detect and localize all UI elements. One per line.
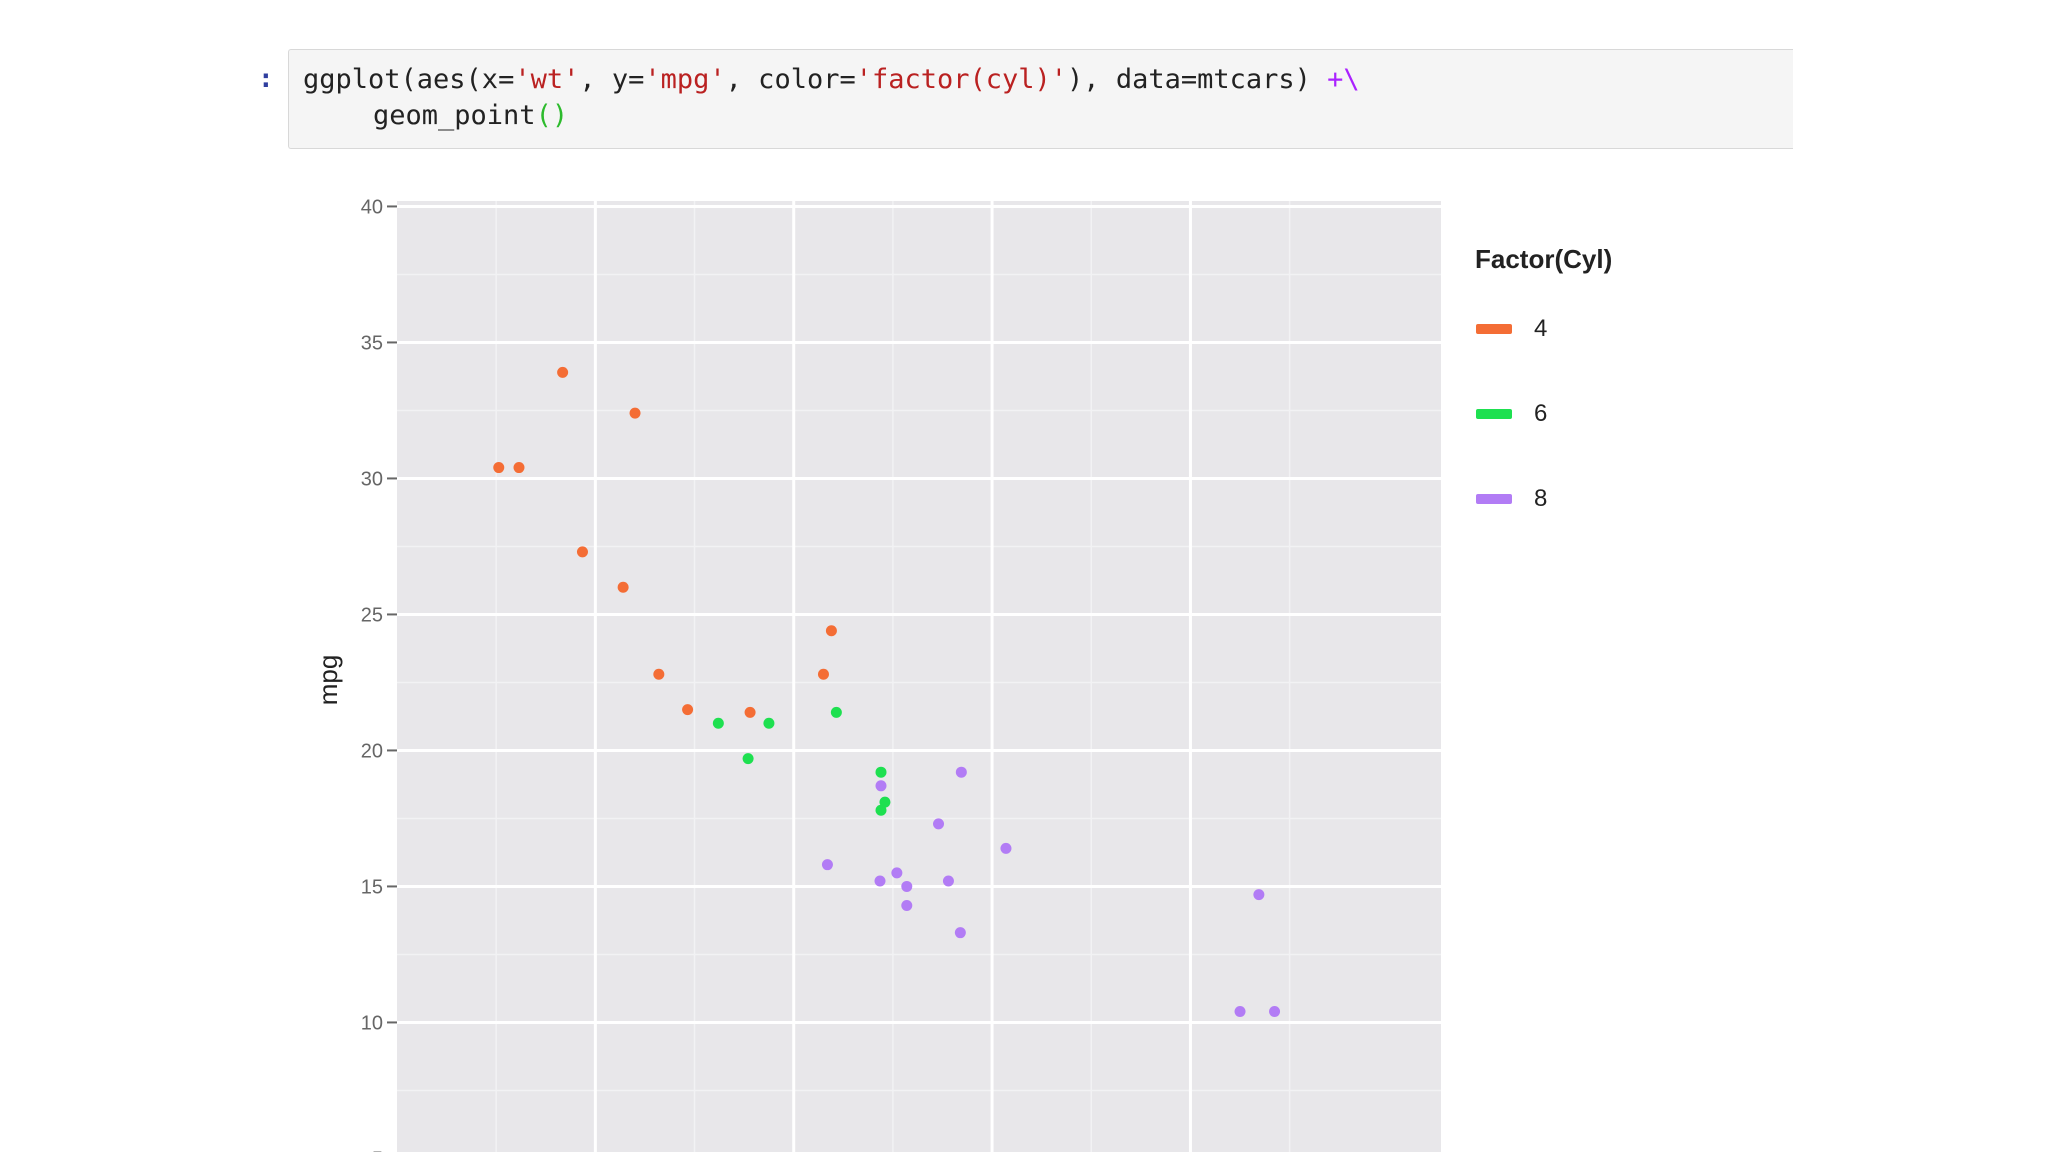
legend-swatch-6 (1476, 409, 1512, 419)
legend-swatch-4 (1476, 324, 1512, 334)
code-line-1: ggplot(aes(x='wt', y='mpg', color='facto… (303, 64, 1360, 95)
major-gridlines (397, 201, 1441, 1152)
data-point-cyl-6 (712, 717, 724, 729)
data-point-cyl-6 (879, 796, 891, 808)
data-point-cyl-6 (875, 804, 887, 816)
code-line-1-token: +\ (1327, 64, 1360, 95)
legend-label-6: 6 (1534, 400, 1548, 427)
data-point-cyl-8 (955, 766, 967, 778)
code-line-1-token: ggplot(aes(x= (303, 64, 515, 95)
data-point-cyl-8 (901, 880, 913, 892)
data-point-cyl-4 (629, 407, 641, 419)
data-point-cyl-4 (653, 668, 665, 680)
data-points (493, 366, 1281, 1018)
data-point-cyl-6 (742, 753, 754, 765)
code-line-1-token: ), data=mtcars) (1067, 64, 1328, 95)
data-point-cyl-6 (875, 766, 887, 778)
legend-item-4: 4 (1476, 312, 1547, 346)
data-point-cyl-4 (744, 706, 756, 718)
y-axis: 40 35 30 25 20 15 10 5 (361, 196, 397, 1152)
code-line-1-token: 'wt' (514, 64, 580, 95)
legend-item-6: 6 (1476, 397, 1547, 431)
y-tick-label: 25 (361, 604, 383, 626)
y-tick-label: 20 (361, 740, 383, 762)
data-point-cyl-8 (891, 867, 903, 879)
legend-swatch-8 (1476, 494, 1512, 504)
data-point-cyl-8 (942, 875, 954, 887)
data-point-cyl-8 (954, 927, 966, 939)
data-point-cyl-4 (817, 668, 829, 680)
y-tick-label: 10 (361, 1012, 383, 1034)
plot-panel (397, 201, 1441, 1152)
y-tick-label: 15 (361, 876, 383, 898)
code-line-1-token: 'mpg' (644, 64, 726, 95)
code-line-2-token: () (535, 100, 569, 131)
code-line-1-token: , color= (725, 64, 856, 95)
y-axis-label: mpg (313, 655, 343, 706)
data-point-cyl-8 (1269, 1006, 1281, 1018)
data-point-cyl-6 (830, 706, 842, 718)
code-cell-input[interactable]: ggplot(aes(x='wt', y='mpg', color='facto… (288, 49, 1793, 149)
code-line-1-token: , y= (579, 64, 645, 95)
legend-label-8: 8 (1534, 485, 1548, 512)
y-tick-label: 40 (361, 196, 383, 218)
data-point-cyl-8 (874, 875, 886, 887)
data-point-cyl-4 (825, 625, 837, 637)
y-tick-label: 30 (361, 468, 383, 490)
code-line-2-token: geom_point (373, 100, 536, 131)
y-tick-label: 5 (372, 1148, 383, 1152)
legend-title: Factor(Cyl) (1475, 244, 1613, 274)
data-point-cyl-8 (933, 818, 945, 830)
data-point-cyl-4 (513, 462, 525, 474)
data-point-cyl-6 (763, 717, 775, 729)
y-tick-label: 35 (361, 332, 383, 354)
data-point-cyl-8 (1000, 842, 1012, 854)
data-point-cyl-4 (682, 704, 694, 716)
code-line-1-token: 'factor(cyl)' (855, 64, 1068, 95)
data-point-cyl-4 (617, 581, 629, 593)
data-point-cyl-8 (901, 899, 913, 911)
data-point-cyl-8 (821, 859, 833, 871)
data-point-cyl-4 (557, 366, 569, 378)
minor-gridlines (397, 201, 1441, 1152)
data-point-cyl-8 (875, 780, 887, 792)
cell-prompt: : (258, 64, 274, 94)
code-line-2: geom_point() (373, 100, 568, 131)
legend-label-4: 4 (1534, 315, 1548, 342)
data-point-cyl-4 (493, 462, 505, 474)
data-point-cyl-4 (576, 546, 588, 558)
data-point-cyl-8 (1234, 1006, 1246, 1018)
legend-item-8: 8 (1476, 482, 1547, 516)
data-point-cyl-8 (1253, 889, 1265, 901)
